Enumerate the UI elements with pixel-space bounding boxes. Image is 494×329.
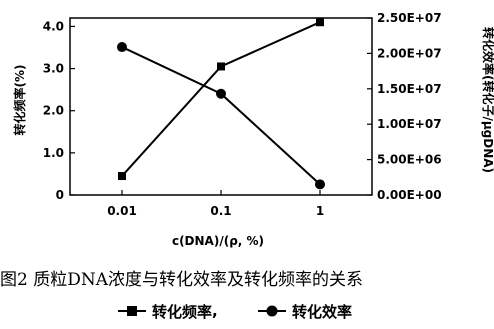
square-marker-icon bbox=[118, 306, 146, 316]
right-y-tick-label: 5.00E+06 bbox=[377, 153, 442, 167]
x-tick-label: 0.01 bbox=[107, 204, 137, 218]
series-line-0 bbox=[121, 21, 321, 177]
plot-frame bbox=[69, 17, 373, 196]
legend-item-frequency: 转化频率, bbox=[118, 300, 218, 322]
legend: 转化频率, 转化效率 bbox=[0, 300, 494, 322]
right-y-tick-label: 0.00E+00 bbox=[377, 188, 442, 202]
x-tick-label: 0.1 bbox=[210, 204, 231, 218]
chart-series bbox=[117, 18, 325, 190]
left-y-tick-label: 2.0 bbox=[43, 104, 64, 118]
chart: 0 1.0 2.0 3.0 4.0 0.00E+00 5.00E+06 1.00E+07 1.5… bbox=[12, 11, 494, 248]
right-y-tick-label: 1.00E+07 bbox=[377, 117, 442, 131]
chart-axes: 0 1.0 2.0 3.0 4.0 0.00E+00 5.00E+06 1.00E+07 1.5… bbox=[43, 11, 442, 218]
left-y-tick-label: 4.0 bbox=[43, 19, 64, 33]
legend-item-efficiency: 转化效率 bbox=[258, 300, 352, 322]
left-y-tick-label: 1.0 bbox=[43, 146, 64, 160]
right-y-tick-label: 1.50E+07 bbox=[377, 82, 442, 96]
square-point bbox=[316, 18, 324, 27]
left-y-axis-title: 转化频率(%) bbox=[12, 65, 27, 136]
circle-point bbox=[315, 179, 325, 190]
right-y-tick-label: 2.00E+07 bbox=[377, 46, 442, 60]
right-y-axis-title: 转化效率(转化子/μgDNA) bbox=[481, 27, 494, 173]
x-tick-label: 1 bbox=[316, 204, 324, 218]
circle-marker-icon bbox=[258, 305, 286, 317]
left-y-tick-label: 0 bbox=[56, 188, 64, 202]
square-point bbox=[217, 62, 225, 71]
figure-caption: 图2 质粒DNA浓度与转化效率及转化频率的关系 bbox=[0, 270, 364, 290]
legend-separator: , bbox=[212, 302, 218, 320]
square-point bbox=[118, 172, 126, 181]
circle-point bbox=[117, 42, 127, 53]
left-y-tick-label: 3.0 bbox=[43, 62, 64, 76]
legend-label-efficiency: 转化效率 bbox=[292, 302, 353, 321]
legend-label-frequency: 转化频率 bbox=[152, 302, 213, 321]
x-axis-title: c(DNA)/(ρ, %) bbox=[172, 234, 264, 248]
circle-point bbox=[216, 88, 226, 99]
right-y-tick-label: 2.50E+07 bbox=[377, 11, 442, 25]
